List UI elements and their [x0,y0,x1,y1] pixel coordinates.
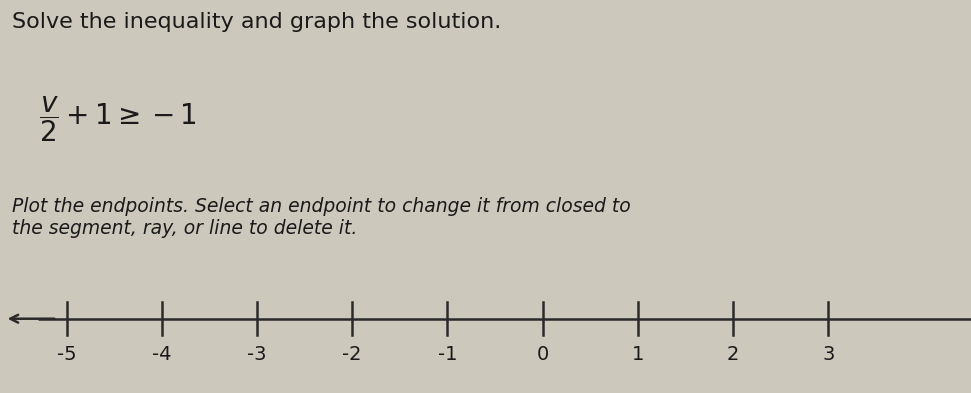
Text: -2: -2 [343,345,362,364]
Text: -5: -5 [57,345,77,364]
Text: 0: 0 [537,345,549,364]
Text: -1: -1 [438,345,457,364]
Text: Plot the endpoints. Select an endpoint to change it from closed to
the segment, : Plot the endpoints. Select an endpoint t… [12,196,630,237]
Text: $\dfrac{v}{2} + 1 \geq -1$: $\dfrac{v}{2} + 1 \geq -1$ [39,94,197,144]
Text: -4: -4 [152,345,172,364]
Text: Solve the inequality and graph the solution.: Solve the inequality and graph the solut… [12,12,501,32]
Text: 1: 1 [631,345,644,364]
Text: 3: 3 [822,345,834,364]
Text: 2: 2 [727,345,739,364]
Text: -3: -3 [248,345,267,364]
